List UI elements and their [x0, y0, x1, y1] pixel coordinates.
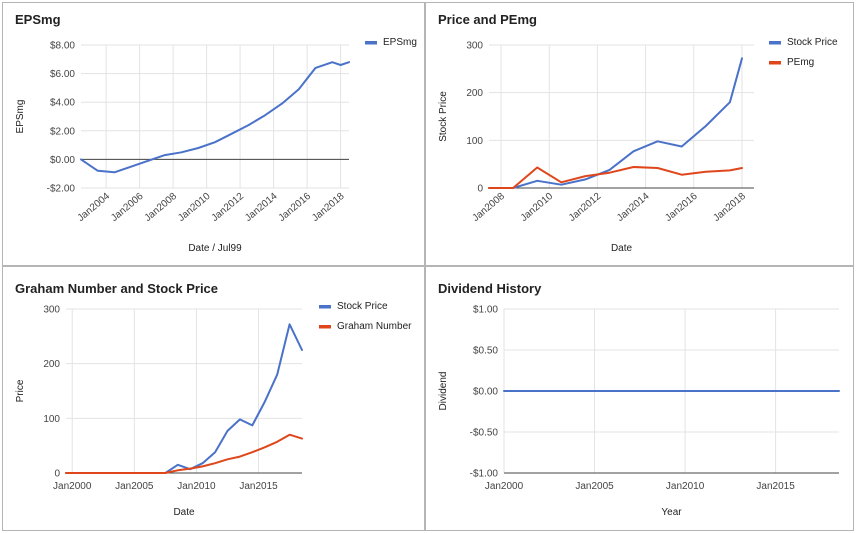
y-axis-label: Price	[15, 379, 26, 402]
x-axis-label: Date	[173, 507, 195, 518]
chart-epsmg: EPSmg -$2.00 $0.00 $2.00 $4.00 $6.00 $8.00 Jan2…	[15, 12, 417, 254]
legend-swatch	[319, 305, 331, 309]
x-tick-label: Jan2000	[485, 481, 524, 492]
legend-label: Stock Price	[337, 301, 388, 312]
x-tick-label: Jan2018	[711, 191, 748, 224]
legend-swatch	[769, 41, 781, 45]
y-axis-label: Stock Price	[438, 91, 449, 142]
x-tick-label: Jan2018	[310, 191, 347, 224]
x-tick-label: Jan2000	[53, 481, 92, 492]
y-tick-label: -$0.50	[470, 428, 499, 439]
x-tick-label: Jan2012	[210, 191, 247, 224]
x-tick-label: Jan2016	[277, 191, 314, 224]
x-tick-label: Jan2010	[666, 481, 705, 492]
y-tick-label: $2.00	[50, 126, 75, 137]
y-tick-label: $0.50	[473, 346, 498, 357]
series-line-1	[65, 433, 303, 474]
chart-dividend-history: Dividend History -$1.00 -$0.50 $0.00 $0.50 $1…	[438, 281, 840, 518]
y-tick-label: 0	[54, 469, 60, 480]
series-line-0	[80, 61, 350, 174]
panel-graham-number: Graham Number and Stock Price 0 100 200 300 J…	[2, 266, 425, 531]
panel-price-and-pemg: Price and PEmg 0 100 200 300 Jan2008 Jan2010 Ja…	[425, 2, 854, 266]
chart-price-and-pemg: Price and PEmg 0 100 200 300 Jan2008 Jan2010 Ja…	[438, 12, 838, 254]
x-axis-label: Date	[611, 243, 633, 254]
x-tick-label: Jan2005	[575, 481, 614, 492]
y-tick-label: $1.00	[473, 305, 498, 316]
chart-title: EPSmg	[15, 12, 61, 27]
y-tick-label: 100	[43, 414, 60, 425]
x-tick-label: Jan2006	[109, 191, 146, 224]
chart-graham-number: Graham Number and Stock Price 0 100 200 300 J…	[15, 281, 412, 518]
x-axis-label: Year	[661, 507, 682, 518]
x-tick-label: Jan2016	[663, 191, 700, 224]
series-line-1	[488, 166, 743, 189]
y-tick-label: 100	[466, 136, 483, 147]
y-tick-label: -$1.00	[470, 469, 499, 480]
x-tick-label: Jan2010	[519, 191, 556, 224]
x-tick-label: Jan2005	[115, 481, 154, 492]
panel-dividend-history: Dividend History -$1.00 -$0.50 $0.00 $0.50 $1…	[425, 266, 854, 531]
x-tick-label: Jan2014	[243, 191, 280, 224]
legend-label: EPSmg	[383, 37, 417, 48]
x-tick-label: Jan2010	[177, 481, 216, 492]
y-tick-label: $0.00	[473, 387, 498, 398]
y-axis-label: Dividend	[438, 372, 449, 411]
legend-swatch	[769, 61, 781, 65]
chart-title: Price and PEmg	[438, 12, 537, 27]
y-axis-label: EPSmg	[15, 100, 26, 134]
x-tick-label: Jan2008	[143, 191, 180, 224]
legend-swatch	[365, 41, 377, 45]
x-tick-label: Jan2015	[239, 481, 278, 492]
y-tick-label: $0.00	[50, 155, 75, 166]
x-tick-label: Jan2015	[756, 481, 795, 492]
y-tick-label: -$2.00	[47, 184, 76, 195]
x-tick-label: Jan2010	[176, 191, 213, 224]
chart-title: Dividend History	[438, 281, 542, 296]
legend-label: Stock Price	[787, 37, 838, 48]
chart-title: Graham Number and Stock Price	[15, 281, 218, 296]
y-tick-label: 300	[466, 41, 483, 52]
legend-label: Graham Number	[337, 321, 412, 332]
legend-swatch	[319, 325, 331, 329]
series-line-0	[488, 57, 743, 189]
x-tick-label: Jan2012	[567, 191, 604, 224]
x-tick-label: Jan2008	[471, 191, 508, 224]
y-tick-label: 0	[477, 184, 483, 195]
y-tick-label: $8.00	[50, 41, 75, 52]
x-tick-label: Jan2004	[76, 191, 113, 224]
legend-label: PEmg	[787, 57, 814, 68]
y-tick-label: $6.00	[50, 69, 75, 80]
y-tick-label: 200	[43, 359, 60, 370]
y-tick-label: 200	[466, 88, 483, 99]
y-tick-label: 300	[43, 305, 60, 316]
x-tick-label: Jan2014	[615, 191, 652, 224]
x-axis-label: Date / Jul99	[188, 243, 242, 254]
panel-epsmg: EPSmg -$2.00 $0.00 $2.00 $4.00 $6.00 $8.00 Jan2…	[2, 2, 425, 266]
series-line-0	[65, 323, 303, 474]
y-tick-label: $4.00	[50, 98, 75, 109]
